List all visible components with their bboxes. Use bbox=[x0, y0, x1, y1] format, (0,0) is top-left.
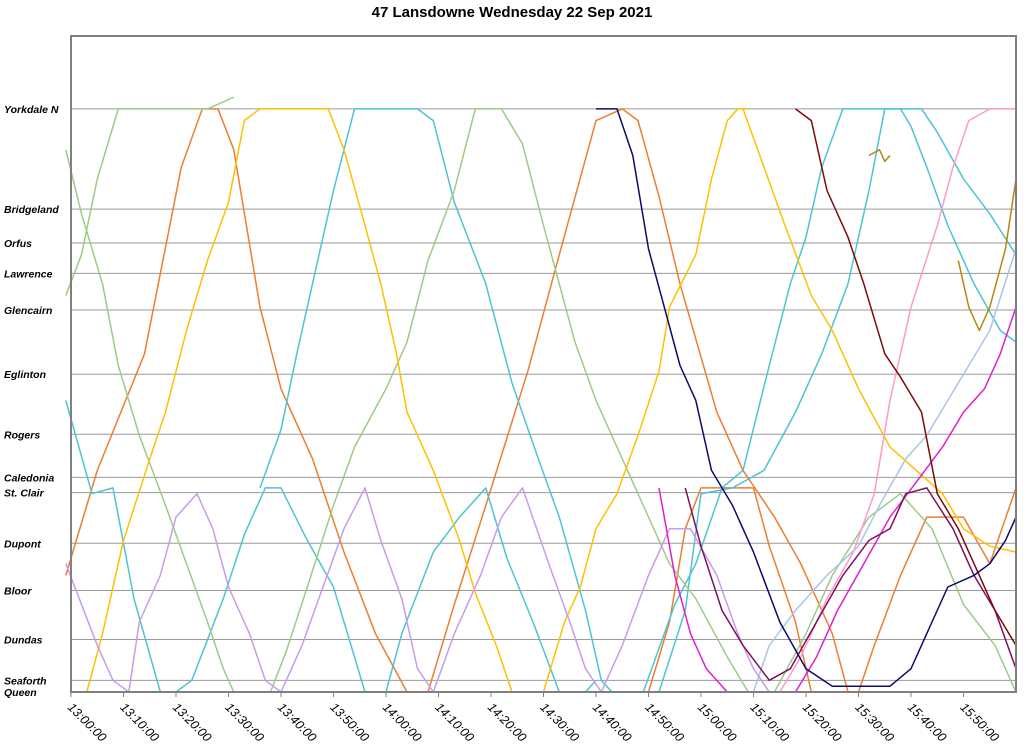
x-tick-label: 14:10:00 bbox=[432, 700, 476, 744]
x-tick-label: 13:00:00 bbox=[65, 700, 109, 744]
series-line bbox=[65, 400, 597, 693]
series-line bbox=[259, 108, 613, 693]
stop-label: Seaforth bbox=[4, 675, 47, 687]
x-tick-label: 13:50:00 bbox=[327, 700, 371, 744]
stop-label: St. Clair bbox=[4, 488, 45, 500]
stop-label: Caledonia bbox=[4, 472, 54, 484]
series-line bbox=[795, 108, 1017, 646]
series-line bbox=[773, 492, 1017, 693]
x-tick-label: 15:00:00 bbox=[695, 700, 739, 744]
series-line bbox=[779, 108, 1016, 693]
series-line bbox=[596, 108, 1017, 687]
x-tick-label: 14:00:00 bbox=[380, 700, 424, 744]
x-tick-label: 14:20:00 bbox=[485, 700, 529, 744]
stop-label: Glencairn bbox=[4, 305, 52, 317]
series-line bbox=[65, 108, 749, 693]
stop-label: Lawrence bbox=[4, 268, 53, 280]
series-line bbox=[957, 178, 1017, 332]
series-line bbox=[658, 108, 1017, 693]
stop-label: Bridgeland bbox=[4, 204, 59, 216]
x-tick-label: 13:30:00 bbox=[222, 700, 266, 744]
x-tick-label: 14:40:00 bbox=[590, 700, 634, 744]
series-line bbox=[65, 487, 770, 693]
series-line bbox=[752, 248, 1017, 693]
stop-label: Rogers bbox=[4, 429, 40, 441]
series-line bbox=[65, 96, 235, 296]
series-line bbox=[658, 306, 1017, 693]
series-line bbox=[868, 148, 891, 163]
x-tick-label: 14:30:00 bbox=[537, 700, 581, 744]
x-tick-label: 13:20:00 bbox=[170, 700, 214, 744]
stop-label: Yorkdale N bbox=[4, 104, 59, 116]
stop-label: Dupont bbox=[4, 538, 41, 550]
x-tick-label: 14:50:00 bbox=[642, 700, 686, 744]
stop-label: Queen bbox=[4, 687, 37, 699]
series-line bbox=[857, 487, 1017, 693]
series-line bbox=[86, 108, 513, 693]
chart-title: 47 Lansdowne Wednesday 22 Sep 2021 bbox=[371, 4, 653, 21]
x-tick-label: 15:40:00 bbox=[905, 700, 949, 744]
x-tick-label: 15:30:00 bbox=[852, 700, 896, 744]
x-tick-label: 15:50:00 bbox=[957, 700, 1001, 744]
x-tick-label: 15:10:00 bbox=[747, 700, 791, 744]
series-line bbox=[742, 108, 1017, 553]
x-tick-label: 15:20:00 bbox=[800, 700, 844, 744]
stop-label: Orfus bbox=[4, 238, 32, 250]
x-tick-label: 13:40:00 bbox=[275, 700, 319, 744]
series-line bbox=[542, 108, 749, 693]
x-tick-label: 13:10:00 bbox=[117, 700, 161, 744]
series-line bbox=[65, 108, 859, 693]
stop-label: Bloor bbox=[4, 586, 32, 598]
series-line bbox=[684, 487, 1017, 682]
stop-label: Dundas bbox=[4, 635, 43, 647]
plot-frame bbox=[70, 35, 1017, 693]
stop-label: Eglinton bbox=[4, 369, 46, 381]
series-line bbox=[647, 487, 813, 693]
